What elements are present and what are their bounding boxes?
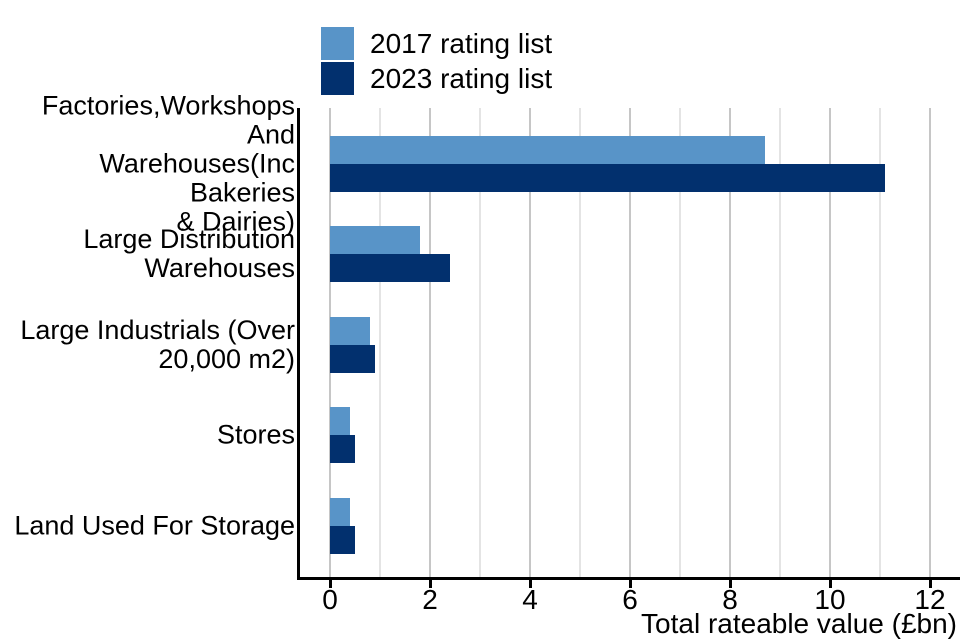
gridline-x-9	[779, 108, 781, 577]
x-tick-label-8: 8	[722, 584, 738, 615]
gridline-x-11	[879, 108, 881, 577]
gridline-x-10	[829, 108, 831, 577]
legend-label-2017: 2017 rating list	[370, 28, 553, 59]
bar-2023-category-2	[330, 345, 375, 373]
x-tick-mark-0	[329, 577, 332, 588]
gridline-x-7	[679, 108, 681, 577]
bar-2023-category-0	[330, 164, 885, 192]
x-tick-label-0: 0	[322, 584, 338, 615]
x-tick-label-12: 12	[914, 584, 946, 615]
gridline-x-1	[379, 108, 381, 577]
x-tick-mark-8	[729, 577, 732, 588]
bar-2017-category-4	[330, 498, 350, 526]
x-tick-label-2: 2	[422, 584, 438, 615]
x-tick-mark-10	[829, 577, 832, 588]
category-label-2: Large Industrials (Over 20,000 m2)	[20, 315, 295, 374]
legend-item-2017: 2017 rating list	[321, 27, 552, 60]
bar-2017-category-1	[330, 226, 420, 254]
x-axis-line	[297, 577, 960, 580]
bar-2017-category-0	[330, 136, 765, 164]
x-tick-mark-12	[929, 577, 932, 588]
gridline-x-4	[529, 108, 531, 577]
gridline-x-2	[429, 108, 431, 577]
legend-item-2023: 2023 rating list	[321, 62, 552, 95]
legend: 2017 rating list 2023 rating list	[321, 27, 552, 97]
category-label-3: Stores	[216, 419, 295, 450]
x-tick-label-10: 10	[814, 584, 846, 615]
gridline-x-3	[479, 108, 481, 577]
x-tick-mark-4	[529, 577, 532, 588]
category-label-1: Large Distribution Warehouses	[83, 224, 295, 283]
bar-2017-category-3	[330, 407, 350, 435]
legend-swatch-2017-icon	[321, 27, 354, 60]
x-tick-mark-6	[629, 577, 632, 588]
legend-swatch-2023-icon	[321, 62, 354, 95]
legend-label-2023: 2023 rating list	[370, 63, 553, 94]
x-tick-label-4: 4	[522, 584, 538, 615]
bar-2023-category-3	[330, 435, 355, 463]
y-axis-line	[297, 108, 300, 580]
gridline-x-6	[629, 108, 631, 577]
bar-2023-category-4	[330, 526, 355, 554]
gridline-x-5	[579, 108, 581, 577]
gridline-x-12	[929, 108, 931, 577]
x-tick-label-6: 6	[622, 584, 638, 615]
category-label-4: Land Used For Storage	[14, 510, 295, 541]
gridline-x-8	[729, 108, 731, 577]
category-label-0: Factories,Workshops And Warehouses(Inc Ba…	[41, 90, 295, 237]
x-tick-mark-2	[429, 577, 432, 588]
plot-area	[300, 108, 960, 577]
x-axis-title: Total rateable value (£bn)	[641, 608, 957, 639]
bar-2017-category-2	[330, 317, 370, 345]
bar-2023-category-1	[330, 254, 450, 282]
